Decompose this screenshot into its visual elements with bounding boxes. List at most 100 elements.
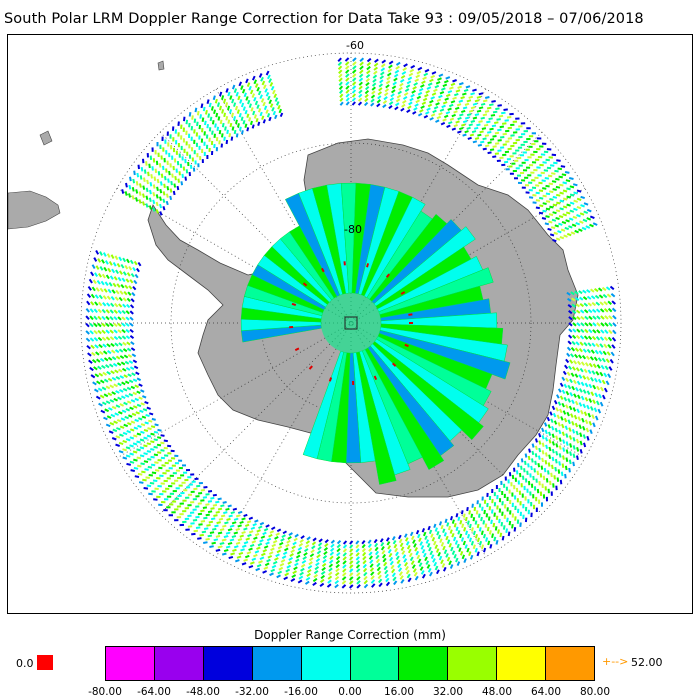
track-segment bbox=[572, 183, 578, 187]
track-segment bbox=[219, 105, 222, 111]
track-segment bbox=[170, 180, 173, 186]
track-segment bbox=[265, 70, 270, 76]
track-segment bbox=[591, 308, 597, 314]
track-segment bbox=[97, 329, 102, 335]
track-segment bbox=[591, 370, 596, 375]
track-segment bbox=[611, 336, 617, 342]
track-segment bbox=[589, 223, 594, 228]
track-segment bbox=[486, 526, 490, 532]
track-segment bbox=[152, 199, 156, 205]
track-segment bbox=[355, 540, 360, 545]
track-segment bbox=[279, 112, 284, 118]
track-segment bbox=[305, 540, 310, 545]
track-segment bbox=[87, 352, 92, 357]
track-segment bbox=[102, 252, 107, 257]
track-segment bbox=[130, 347, 136, 352]
track-segment bbox=[131, 195, 135, 200]
track-segment bbox=[482, 99, 488, 103]
track-segment bbox=[428, 546, 432, 552]
track-segment bbox=[270, 85, 275, 91]
track-segment bbox=[243, 92, 247, 98]
track-segment bbox=[160, 434, 165, 437]
track-segment bbox=[130, 298, 135, 303]
track-segment bbox=[435, 548, 440, 553]
track-segment bbox=[434, 84, 440, 89]
track-segment bbox=[600, 386, 604, 392]
track-segment bbox=[385, 577, 390, 583]
track-segment bbox=[125, 438, 131, 442]
track-segment bbox=[534, 445, 538, 451]
track-segment bbox=[215, 112, 219, 118]
track-segment bbox=[571, 223, 577, 227]
track-segment bbox=[221, 538, 227, 542]
track-segment bbox=[246, 551, 252, 555]
track-segment bbox=[145, 476, 150, 479]
track-segment bbox=[133, 279, 138, 285]
track-segment bbox=[345, 85, 350, 90]
track-segment bbox=[317, 542, 323, 547]
track-segment bbox=[494, 142, 500, 145]
track-segment bbox=[87, 286, 92, 291]
track-segment bbox=[586, 390, 591, 395]
track-segment bbox=[499, 532, 503, 538]
track-segment bbox=[390, 93, 395, 98]
track-segment bbox=[345, 81, 350, 86]
track-segment bbox=[155, 201, 159, 207]
colorbar-segment bbox=[399, 647, 449, 680]
track-segment bbox=[128, 414, 133, 418]
track-segment bbox=[123, 401, 128, 406]
track-segment bbox=[545, 444, 549, 450]
track-segment bbox=[111, 405, 117, 410]
track-segment bbox=[524, 453, 528, 458]
track-segment bbox=[126, 430, 132, 434]
track-segment bbox=[388, 60, 394, 65]
track-segment bbox=[132, 285, 137, 291]
track-segment bbox=[365, 85, 370, 91]
track-segment bbox=[569, 451, 573, 456]
track-segment bbox=[121, 277, 126, 283]
track-segment bbox=[405, 84, 411, 89]
track-segment bbox=[501, 122, 507, 125]
track-segment bbox=[93, 329, 98, 335]
track-segment bbox=[146, 179, 149, 185]
track-segment bbox=[254, 83, 259, 88]
track-segment bbox=[605, 358, 610, 363]
track-segment bbox=[363, 575, 368, 581]
track-segment bbox=[149, 189, 152, 195]
track-segment bbox=[125, 278, 130, 283]
track-segment bbox=[386, 72, 392, 77]
track-segment bbox=[587, 342, 592, 347]
track-segment bbox=[402, 554, 407, 559]
track-segment bbox=[441, 87, 446, 91]
track-segment bbox=[128, 285, 133, 290]
track-segment bbox=[568, 328, 573, 333]
track-segment bbox=[262, 84, 267, 90]
track-segment bbox=[561, 389, 566, 395]
track-segment bbox=[569, 359, 574, 364]
track-segment bbox=[276, 528, 282, 533]
track-segment bbox=[322, 554, 328, 560]
track-segment bbox=[538, 189, 544, 192]
colorbar-tick-label: 64.00 bbox=[530, 686, 562, 698]
track-segment bbox=[432, 109, 437, 114]
track-segment bbox=[118, 348, 124, 353]
track-segment bbox=[567, 419, 571, 425]
track-segment bbox=[568, 405, 573, 411]
track-segment bbox=[417, 533, 421, 539]
track-segment bbox=[398, 567, 403, 572]
track-segment bbox=[122, 448, 127, 452]
track-segment bbox=[300, 535, 305, 540]
track-segment bbox=[470, 540, 474, 546]
track-segment bbox=[203, 541, 208, 544]
track-segment bbox=[608, 366, 613, 371]
track-segment bbox=[281, 555, 287, 560]
track-segment bbox=[575, 430, 579, 436]
track-segment bbox=[471, 503, 474, 508]
track-segment bbox=[579, 440, 583, 446]
track-segment bbox=[550, 472, 553, 478]
track-segment bbox=[125, 328, 130, 334]
track-segment bbox=[99, 287, 104, 293]
track-segment bbox=[220, 514, 226, 518]
track-segment bbox=[569, 209, 575, 213]
track-segment bbox=[108, 363, 114, 368]
